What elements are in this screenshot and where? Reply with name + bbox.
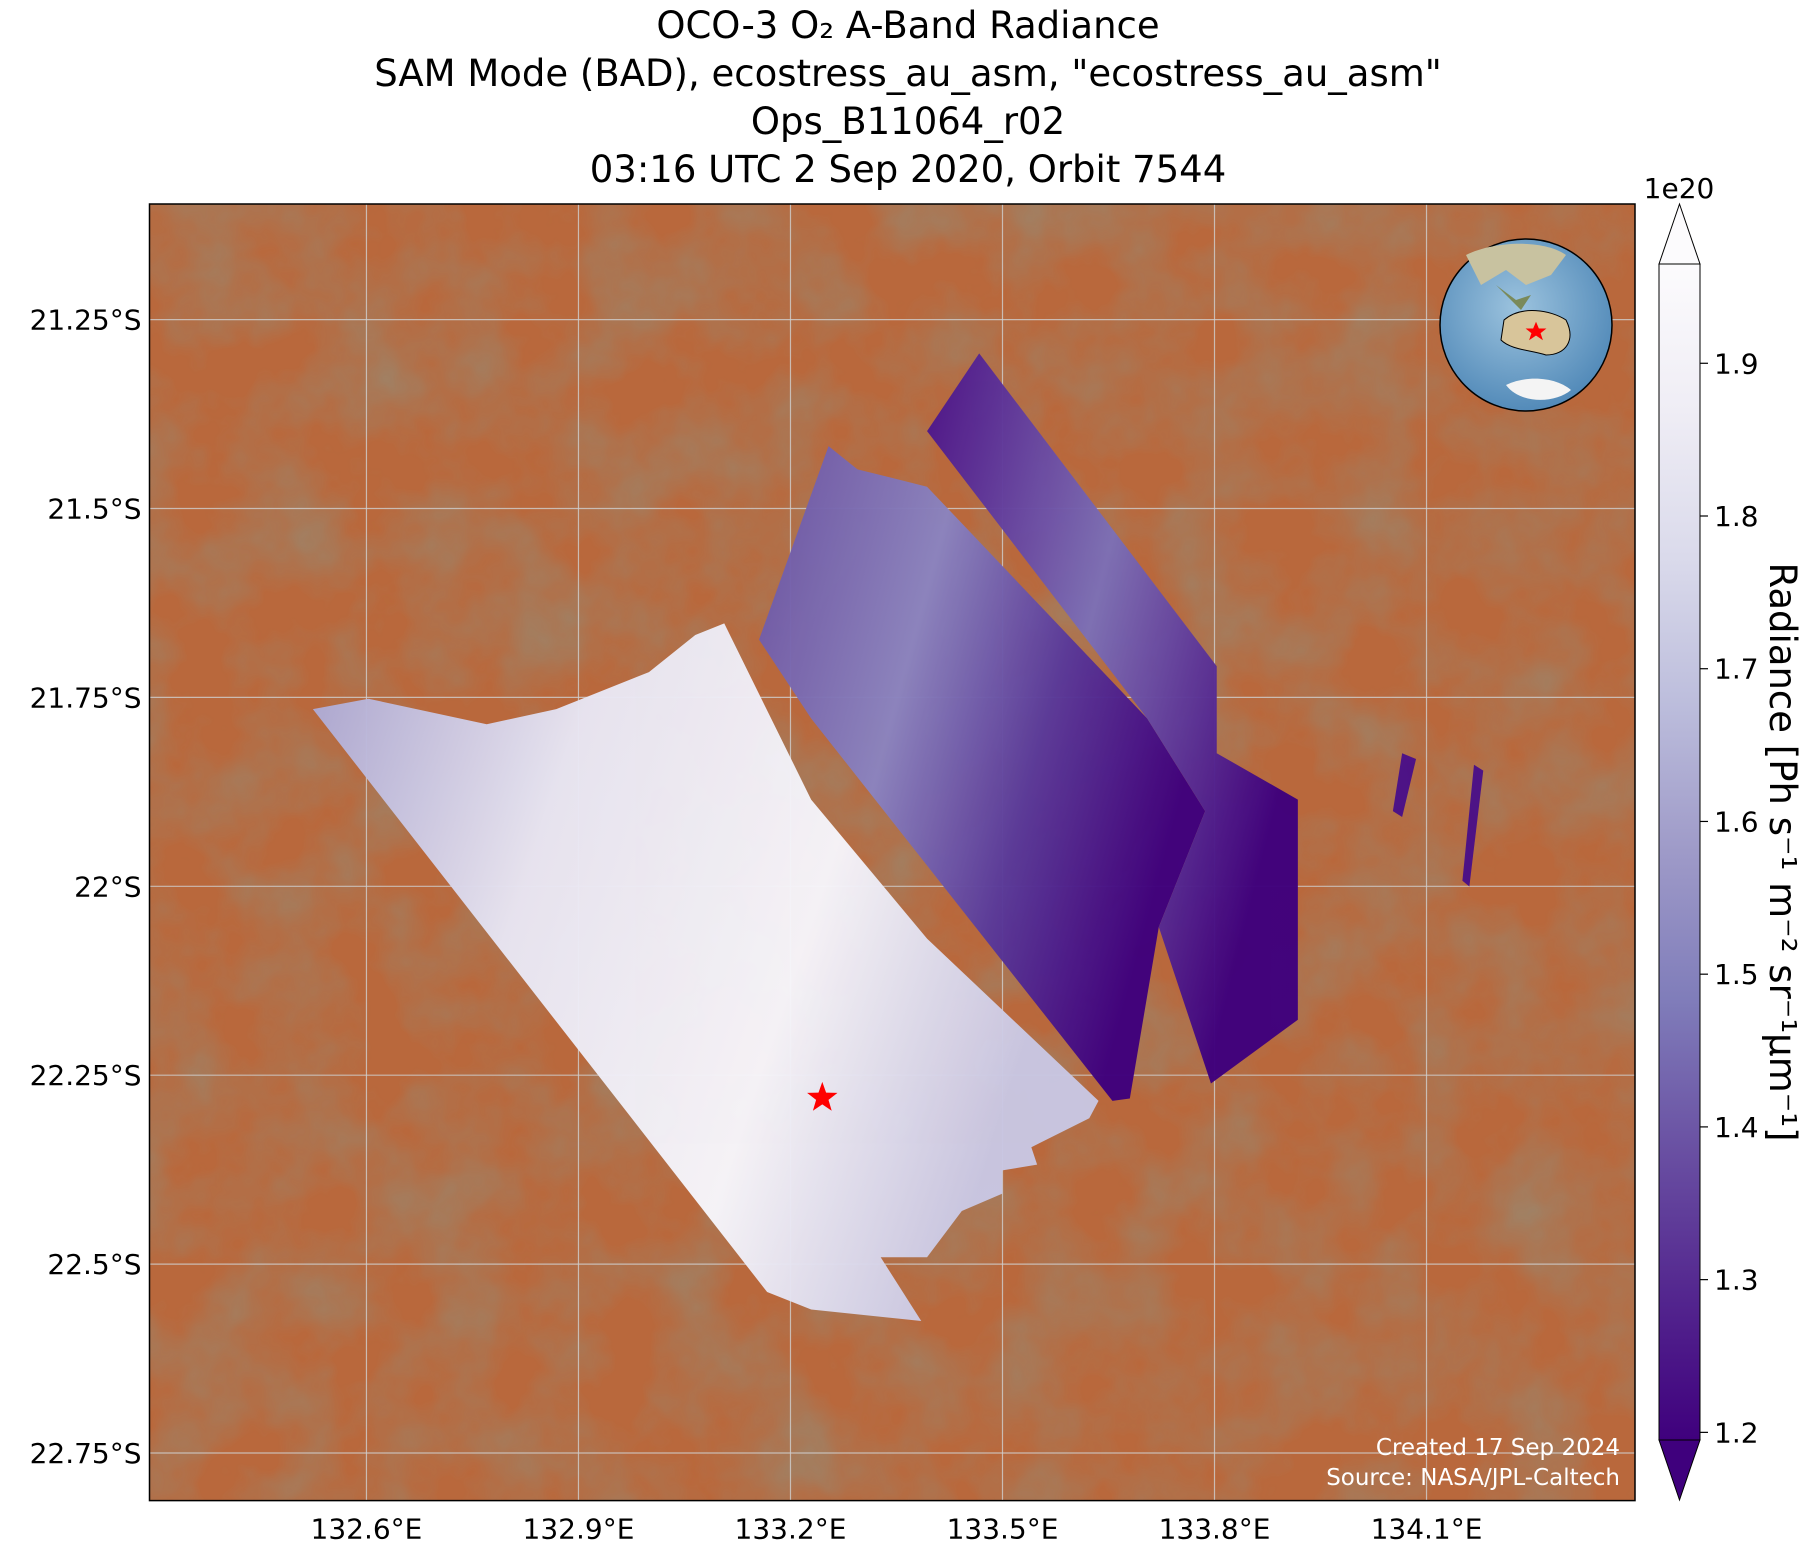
annotation: Created 17 Sep 2024 <box>1376 1435 1620 1461</box>
x-tick-label: 132.6°E <box>311 1513 423 1546</box>
colorbar-tick-label: 1.5 <box>1714 958 1759 991</box>
x-tick-label: 134.1°E <box>1371 1513 1483 1546</box>
title-line: Ops_B11064_r02 <box>751 100 1065 143</box>
swath <box>312 623 1099 1322</box>
site-marker <box>807 1081 838 1111</box>
colorbar-tick-label: 1.4 <box>1714 1111 1759 1144</box>
swaths <box>312 353 1484 1322</box>
y-tick-label: 21.5°S <box>47 493 141 526</box>
colorbar-label: Radiance [Ph s⁻¹ m⁻² sr⁻¹μm⁻¹] <box>1761 562 1804 1141</box>
annotation: Source: NASA/JPL-Caltech <box>1326 1465 1620 1491</box>
colorbar-tick-label: 1.2 <box>1714 1416 1759 1449</box>
colorbar-tick-label: 1.7 <box>1714 653 1759 686</box>
y-tick-label: 22.5°S <box>47 1248 141 1281</box>
colorbar-bar <box>1658 263 1701 1441</box>
map-background <box>149 204 1635 1501</box>
x-tick-label: 133.8°E <box>1159 1513 1271 1546</box>
y-tick-label: 22°S <box>74 870 141 903</box>
globe-inset <box>1439 238 1613 412</box>
x-tick-label: 133.2°E <box>735 1513 847 1546</box>
colorbar-extend <box>1658 202 1701 265</box>
swath <box>1462 764 1484 887</box>
colorbar-tick-label: 1.6 <box>1714 805 1759 838</box>
y-tick-label: 22.25°S <box>30 1059 142 1092</box>
swath <box>1392 753 1417 817</box>
swath <box>927 353 1298 1084</box>
map-frame <box>148 203 1636 1502</box>
title-line: 03:16 UTC 2 Sep 2020, Orbit 7544 <box>590 148 1227 191</box>
x-tick-label: 132.9°E <box>523 1513 635 1546</box>
colorbar-offset: 1e20 <box>1644 172 1715 205</box>
colorbar-tick-label: 1.8 <box>1714 500 1759 533</box>
title-line: OCO-3 O₂ A-Band Radiance <box>656 4 1159 47</box>
colorbar-extend <box>1658 1439 1701 1502</box>
swath <box>759 446 1206 1101</box>
colorbar: 1.2 1.3 1.4 1.5 1.6 1.7 1.8 1.9 1e20 Radiance [Ph… <box>1644 172 1804 1502</box>
y-tick-label: 22.75°S <box>30 1437 142 1470</box>
y-tick-label: 21.25°S <box>30 304 142 337</box>
colorbar-tick-label: 1.3 <box>1714 1264 1759 1297</box>
x-tick-label: 133.5°E <box>947 1513 1059 1546</box>
title-line: SAM Mode (BAD), ecostress_au_asm, "ecost… <box>374 52 1442 95</box>
y-tick-label: 21.75°S <box>30 681 142 714</box>
colorbar-tick-label: 1.9 <box>1714 347 1759 380</box>
